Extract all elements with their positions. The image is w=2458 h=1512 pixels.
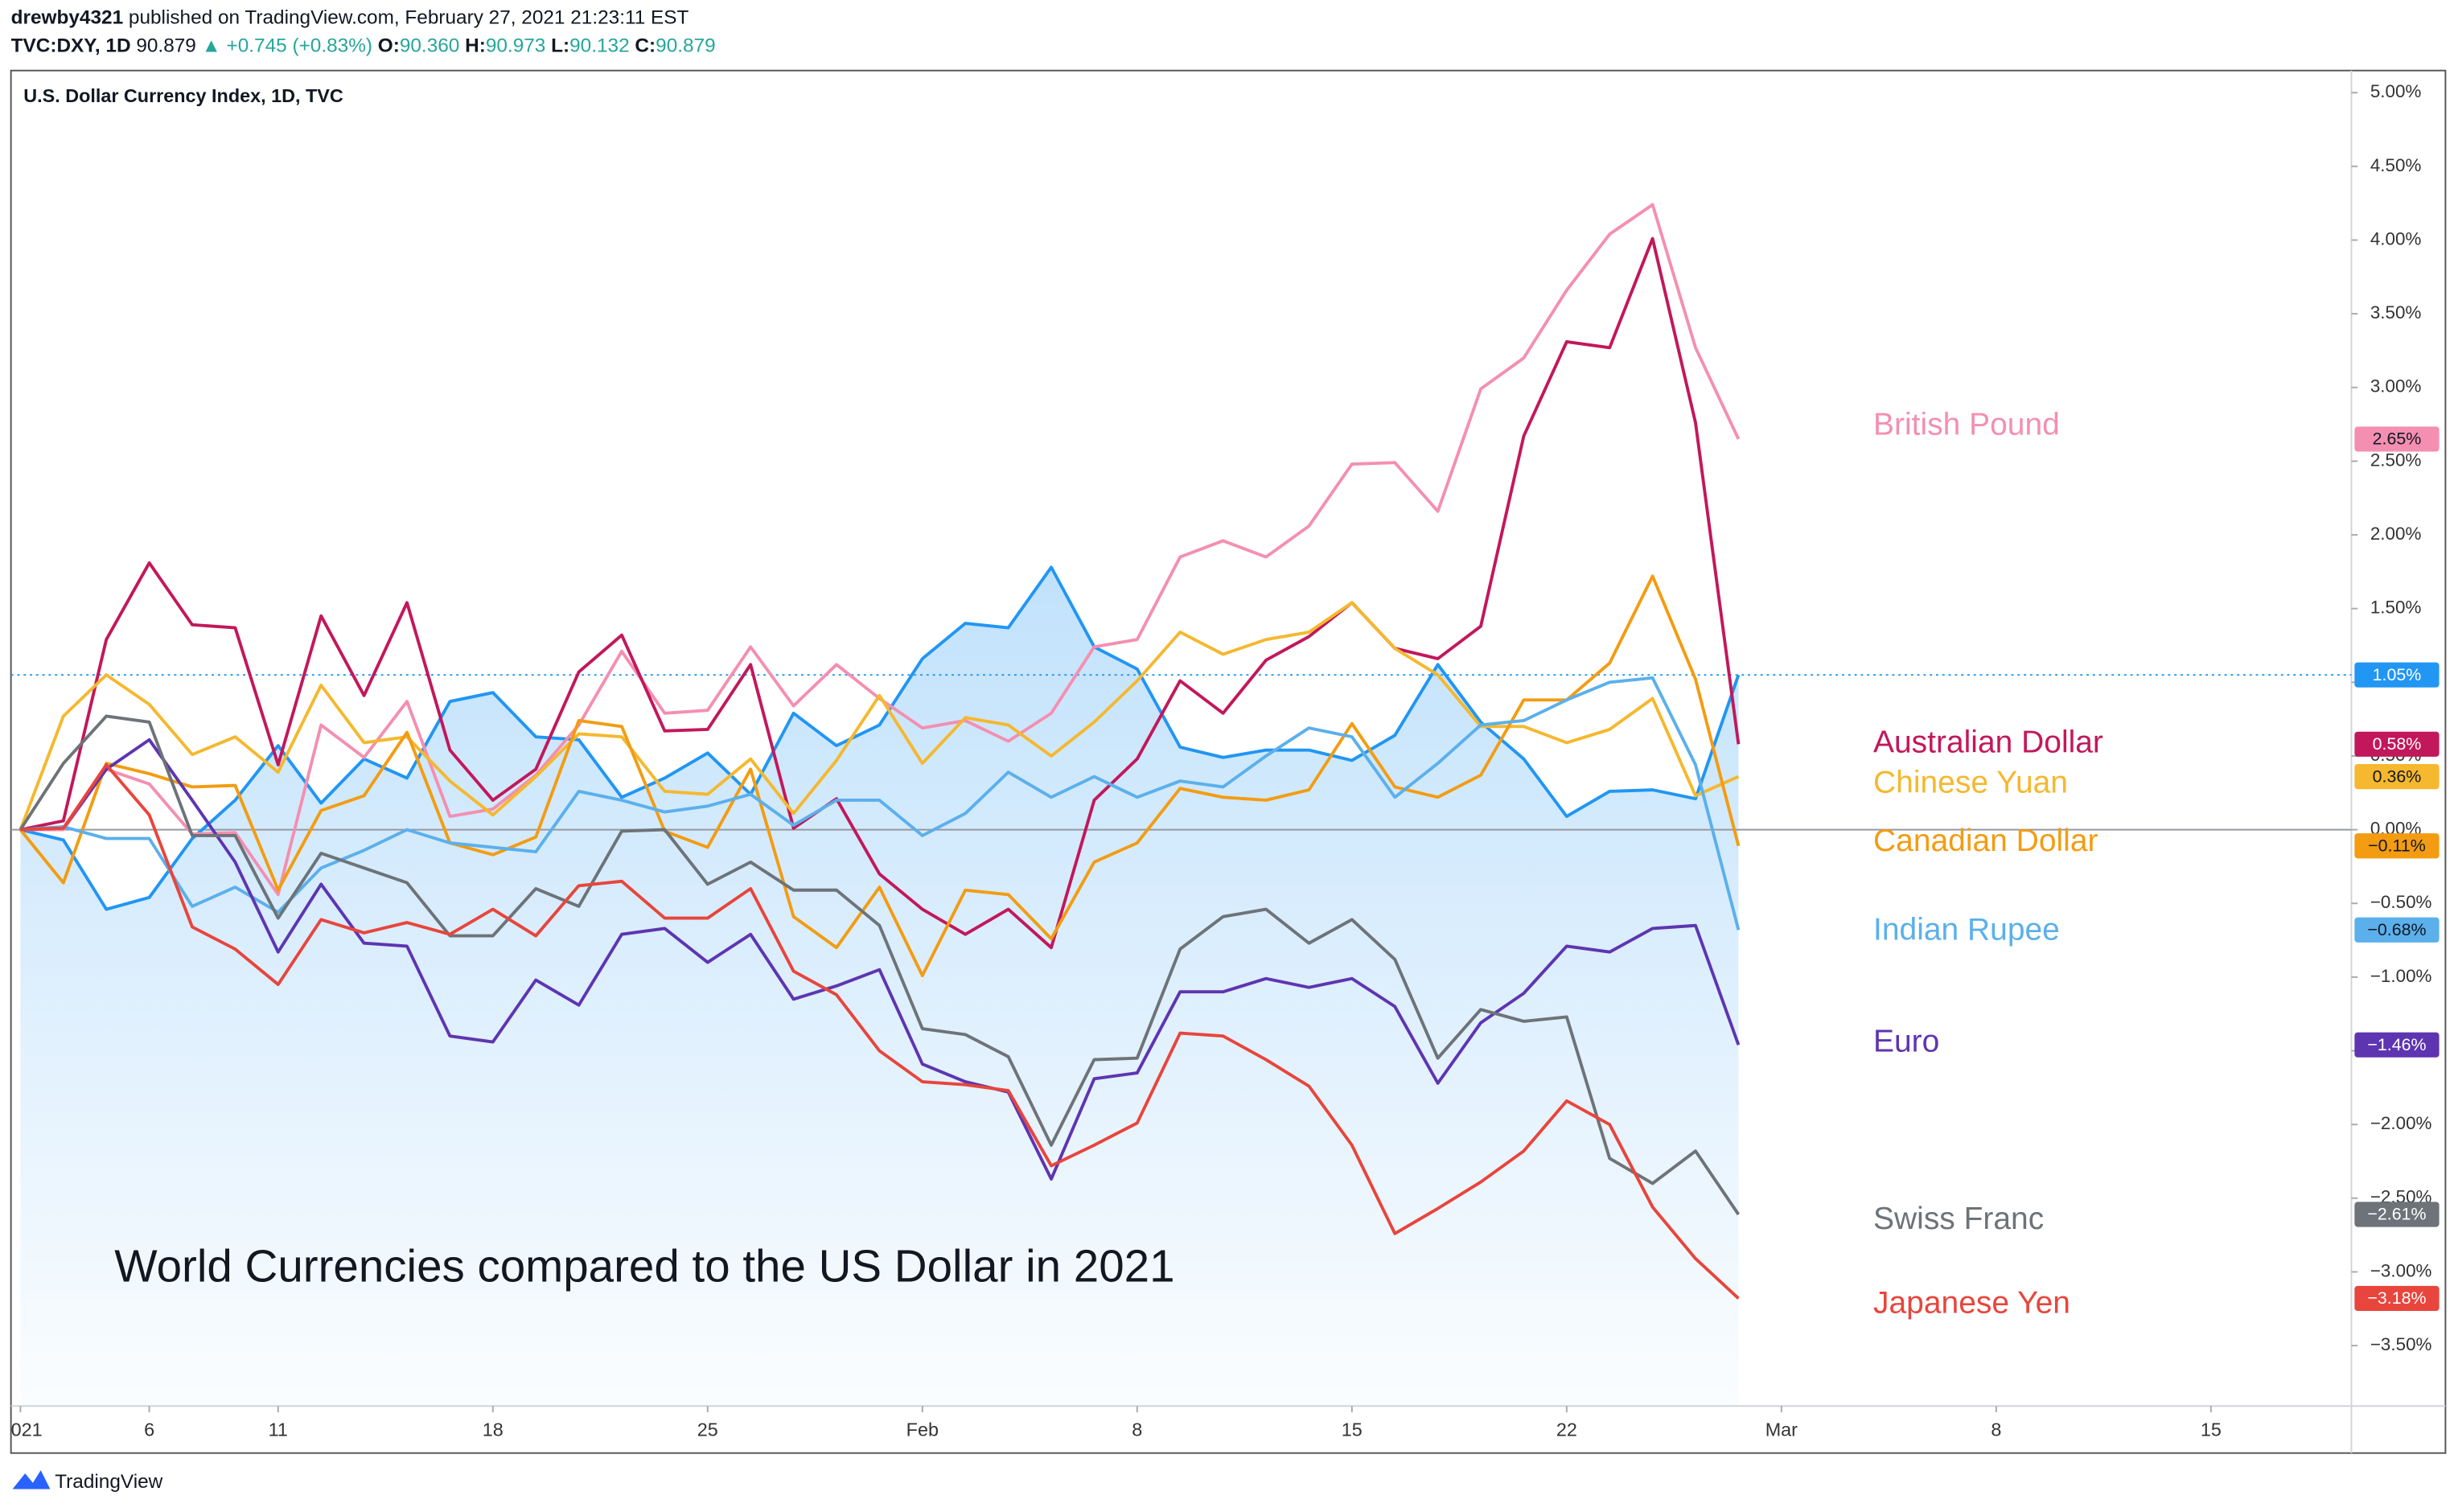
last-value-label: −1.46% [2367,1035,2426,1054]
x-tick-label: 15 [2201,1420,2222,1440]
y-tick-label: −2.00% [2370,1113,2432,1133]
last-value-label: −2.61% [2367,1205,2426,1224]
ohlc-value: 90.973 [486,35,546,57]
legend-label: Japanese Yen [1873,1286,2070,1321]
last-value-badge [2354,1202,2440,1227]
series-line [18,714,1741,1216]
series-line [20,738,1741,1181]
footer-logo [12,1470,51,1489]
chart-title: U.S. Dollar Currency Index, 1D, TVC [23,85,343,106]
last-value-label: 0.36% [2373,766,2422,786]
ohlc-value: 90.360 [400,35,460,57]
y-tick-label: −1.00% [2370,966,2432,986]
y-tick-label: 2.00% [2370,524,2422,544]
x-tick-label: 6 [144,1420,154,1440]
x-tick-label: 8 [1991,1420,2001,1440]
x-tick-label: 8 [1132,1420,1142,1440]
series-line [20,203,1741,897]
legend-label: Euro [1873,1025,1939,1059]
last-value-badge [2354,833,2440,859]
x-tick-label: Mar [1765,1420,1798,1440]
y-tick-label: −3.00% [2370,1260,2432,1280]
ohlc-value: 90.879 [656,35,716,57]
last-value-label: −0.11% [2368,836,2426,855]
series-line [18,601,1740,831]
symbol: TVC:DXY, 1D [11,35,131,57]
last-value-badge [2354,1032,2440,1058]
footer-brand: TradingView [55,1471,162,1493]
last-price: 90.879 [136,35,196,57]
header-line-2: TVC:DXY, 1D 90.879 ▲ +0.745 (+0.83%) O:9… [11,35,716,57]
logo-icon [12,1470,51,1489]
x-tick-label: 22 [1556,1420,1577,1440]
y-tick-label: 5.00% [2370,81,2422,101]
last-value-badge [2354,1285,2440,1312]
x-tick-label: 25 [697,1420,718,1440]
y-tick-label: 2.50% [2370,450,2422,470]
x-tick-label: Feb [906,1420,939,1440]
legend-label: Canadian Dollar [1873,824,2098,858]
last-value-label: −3.18% [2367,1288,2426,1308]
last-value-label: 2.65% [2373,429,2422,449]
y-tick-label: 4.50% [2370,155,2422,175]
last-value-label: −0.68% [2367,920,2426,939]
area [20,567,1739,1407]
ohlc-label: C: [635,35,656,57]
last-value-badge [2354,662,2440,688]
change: ▲ +0.745 (+0.83%) [202,35,372,57]
y-tick-label: −0.50% [2370,892,2432,912]
legend-label: Swiss Franc [1873,1202,2044,1236]
annotation: World Currencies compared to the US Doll… [114,1241,1174,1292]
legend-label: British Pound [1873,408,2060,442]
last-value-badge [2354,731,2440,757]
legend-label: Chinese Yuan [1873,766,2068,800]
legend-label: Australian Dollar [1873,725,2103,760]
ohlc-label: L: [551,35,569,57]
series-line [20,676,1741,931]
y-tick-label: 4.00% [2370,228,2422,249]
published: published on TradingView.com, February 2… [129,7,689,29]
plot-area [10,203,2352,1407]
author: drewby4321 [11,7,123,29]
y-tick-label: −3.50% [2370,1334,2432,1354]
series-line [20,763,1740,1300]
series-line [19,236,1741,950]
header-line-1: drewby4321 published on TradingView.com,… [11,7,689,29]
last-value-badge [2354,764,2440,790]
y-tick-label: 3.00% [2370,376,2422,396]
x-tick-label: 18 [483,1420,504,1440]
last-value-label: 1.05% [2373,665,2422,684]
last-value-badge [2354,426,2440,452]
last-value-badge [2354,917,2440,943]
ohlc-label: H: [465,35,486,57]
x-tick-label: 021 [11,1420,43,1440]
series-line [18,574,1741,978]
x-tick-label: 11 [269,1420,288,1440]
y-tick-label: 3.50% [2370,302,2422,323]
ohlc-label: O: [378,35,400,57]
last-value-label: 0.58% [2373,734,2422,754]
y-tick-label: 1.50% [2370,598,2422,618]
ohlc-value: 90.132 [569,35,630,57]
axes: −3.50%−3.00%−2.50%−2.00%−1.50%−1.00%−0.5… [11,81,2440,1440]
x-tick-label: 15 [1342,1420,1363,1440]
legend-label: Indian Rupee [1873,912,2060,947]
